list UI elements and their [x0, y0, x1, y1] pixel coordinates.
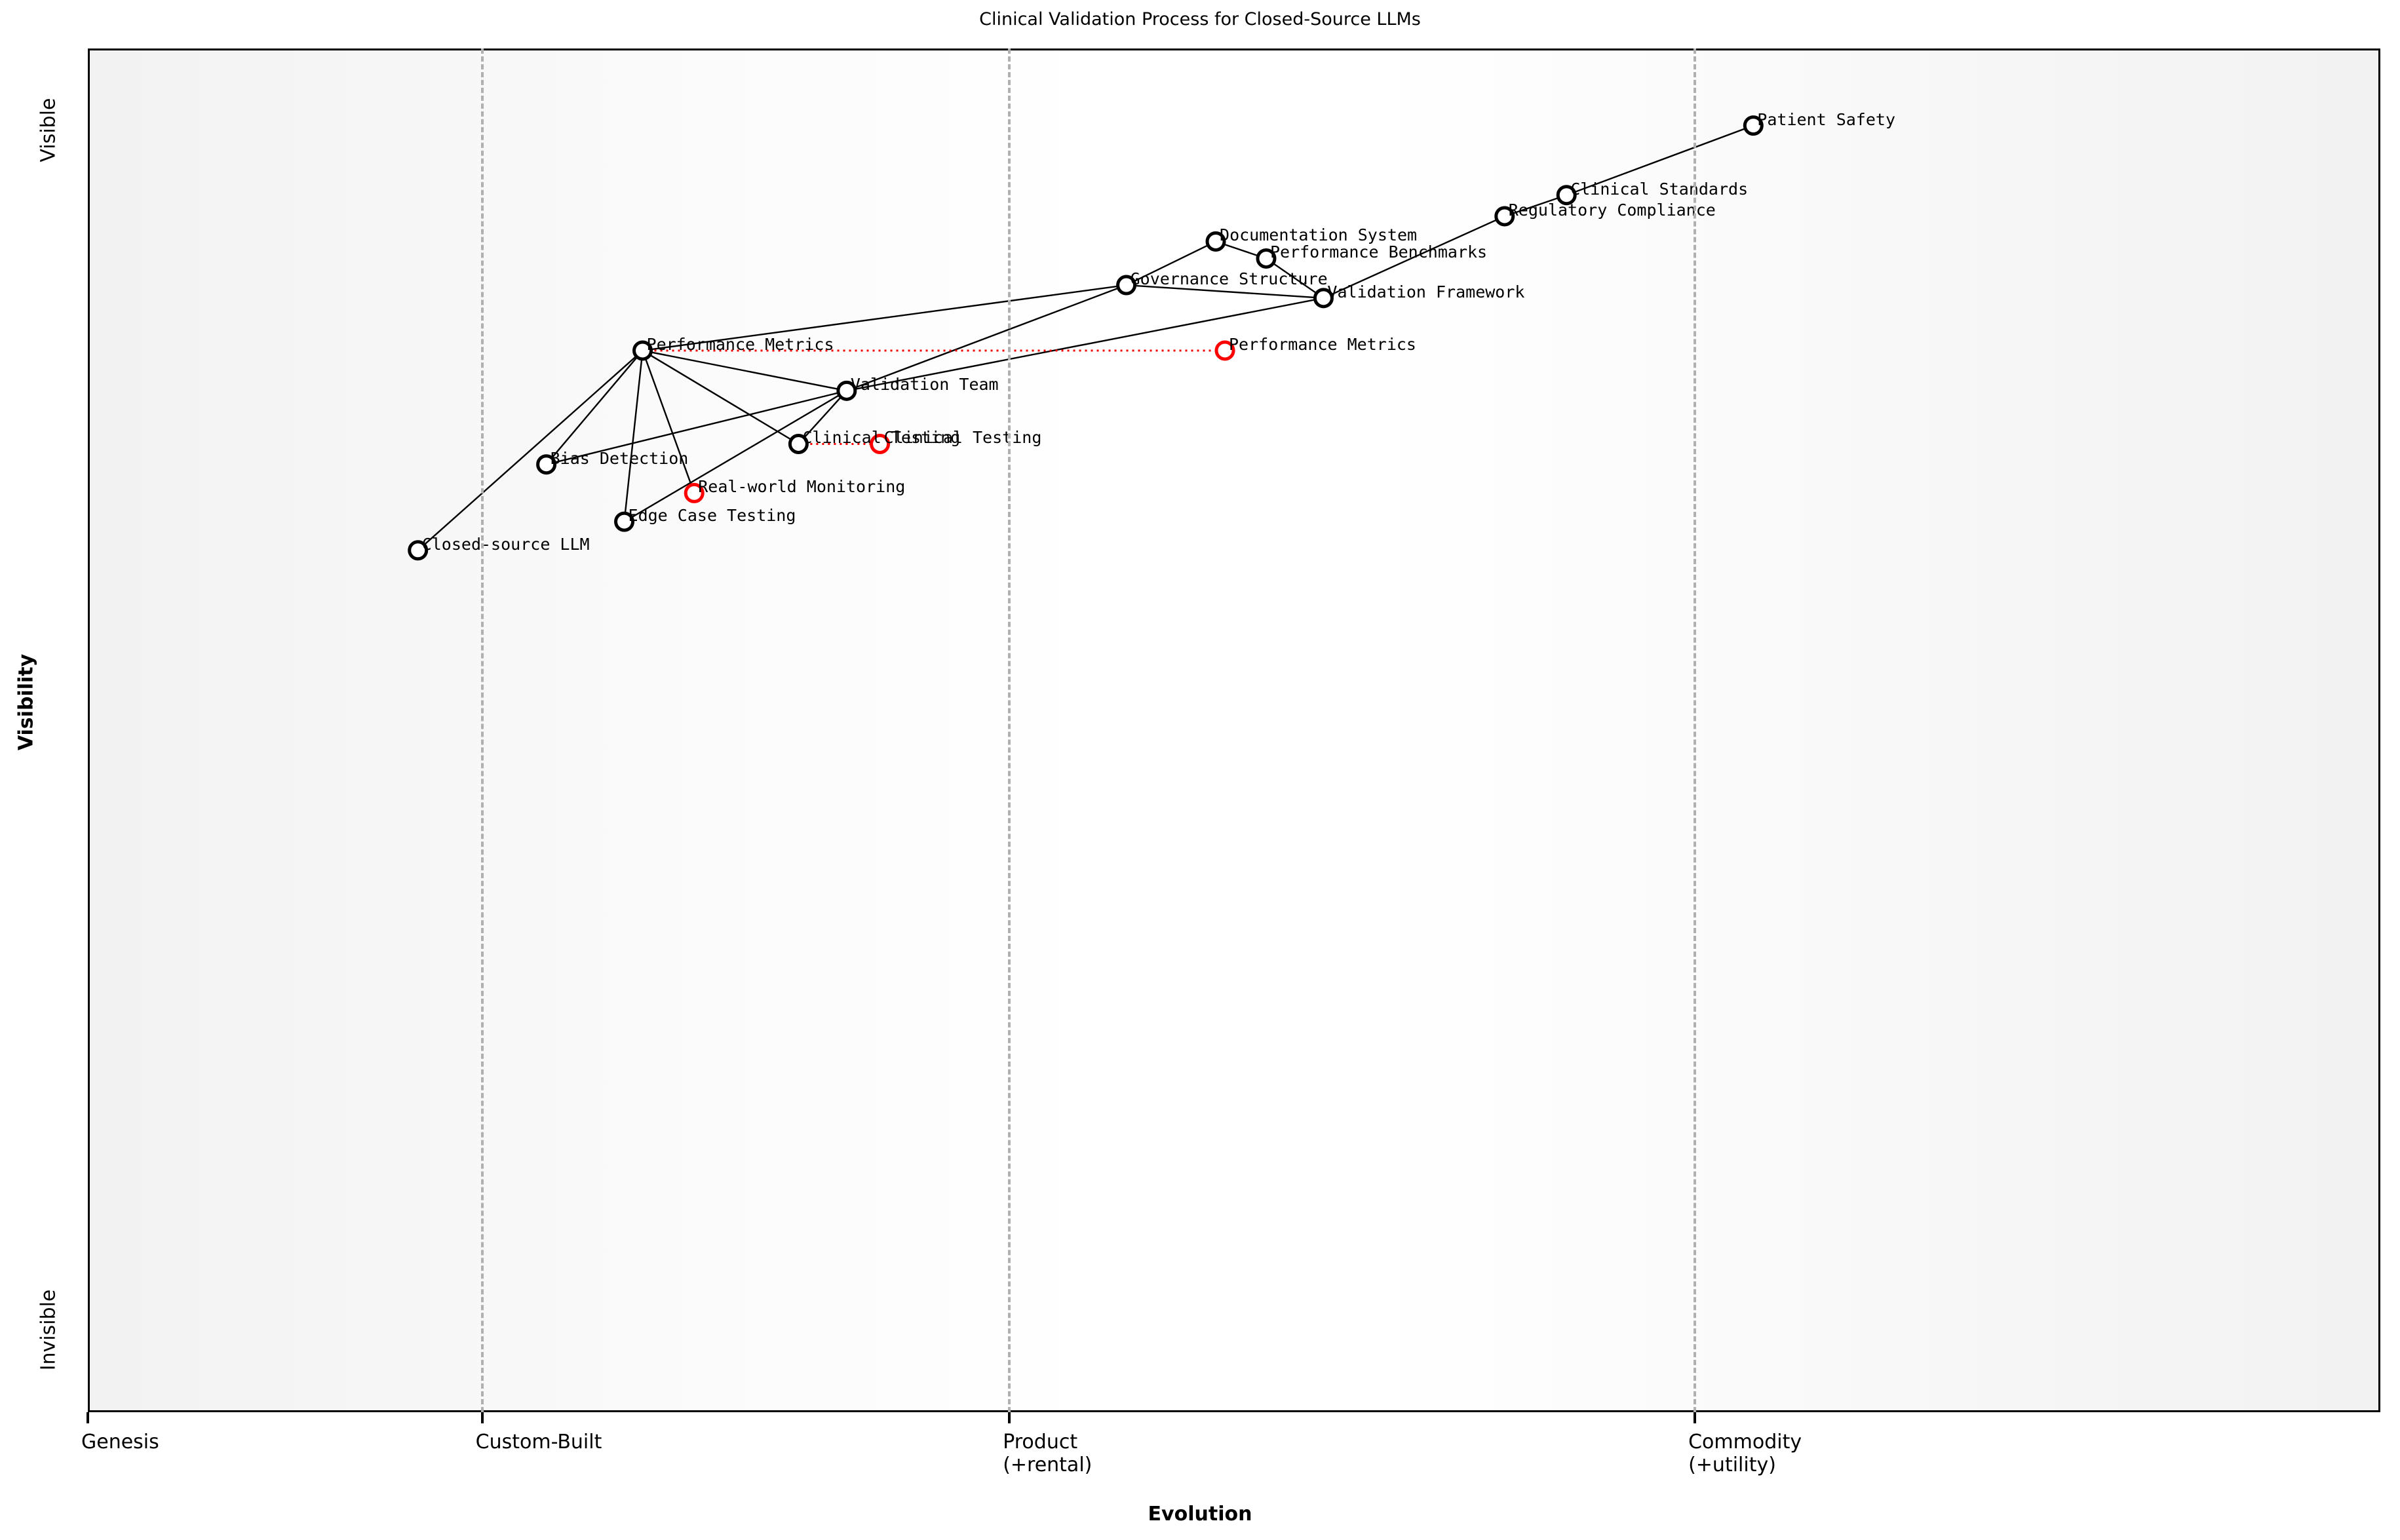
node-label[interactable]: Regulatory Compliance	[1508, 200, 1716, 220]
x-axis-tick-1	[480, 1412, 484, 1423]
dependency-link	[547, 391, 847, 464]
dependency-link	[1127, 285, 1324, 298]
node-label[interactable]: Clinical Testing	[883, 428, 1042, 448]
component-node-marker[interactable]	[1315, 290, 1332, 307]
dependency-link	[625, 391, 847, 522]
node-label[interactable]: Clinical Standards	[1570, 179, 1749, 199]
dependency-link	[547, 351, 643, 465]
dependency-link	[1505, 195, 1566, 216]
page-title: Clinical Validation Process for Closed-S…	[979, 9, 1421, 29]
x-axis-tick-3	[1694, 1412, 1697, 1423]
node-label[interactable]: Governance Structure	[1130, 269, 1328, 289]
node-label[interactable]: Validation Team	[850, 375, 999, 395]
x-axis-label-0: Genesis	[81, 1431, 159, 1453]
dependency-link	[1566, 126, 1753, 195]
component-node-marker[interactable]	[410, 542, 427, 559]
node-label[interactable]: Validation Framework	[1327, 282, 1525, 301]
node-label[interactable]: Performance Metrics	[646, 334, 834, 354]
x-axis-tick-2	[1008, 1412, 1011, 1423]
component-node-marker[interactable]	[1118, 277, 1135, 294]
component-node-marker[interactable]	[1496, 208, 1513, 225]
dependency-link	[625, 351, 643, 522]
x-axis-label-2: Product (+rental)	[1003, 1431, 1093, 1477]
component-node-marker[interactable]	[1207, 233, 1224, 250]
dependency-link	[1266, 258, 1323, 298]
y-axis-tick-label-0: Invisible	[37, 1289, 60, 1371]
evolution-gridline-2	[1008, 48, 1011, 1412]
x-axis-label-3: Commodity (+utility)	[1688, 1431, 1802, 1477]
dependency-link	[847, 285, 1127, 391]
component-node-marker[interactable]	[1258, 250, 1275, 267]
node-label[interactable]: Patient Safety	[1757, 109, 1896, 129]
x-axis-title: Evolution	[1148, 1503, 1252, 1526]
dependency-link	[798, 391, 846, 444]
dependency-link	[643, 351, 847, 391]
evolution-gridline-3	[1694, 48, 1697, 1412]
dependency-link	[643, 351, 799, 444]
evolved-node-marker[interactable]	[872, 435, 889, 452]
map-canvas	[88, 48, 2380, 1412]
dependency-link	[418, 351, 643, 550]
x-axis-tick-0	[87, 1412, 89, 1423]
node-label[interactable]: Documentation System	[1220, 225, 1418, 245]
evolved-node-marker[interactable]	[1216, 342, 1233, 359]
node-label[interactable]: Performance Metrics	[1229, 334, 1416, 354]
x-axis-label-1: Custom-Built	[475, 1431, 602, 1453]
node-label[interactable]: Bias Detection	[550, 448, 689, 468]
dependency-link	[847, 298, 1324, 391]
dependency-link	[1323, 216, 1504, 298]
component-node-marker[interactable]	[1558, 187, 1575, 204]
node-label[interactable]: Clinical Testing	[802, 428, 961, 448]
component-node-marker[interactable]	[616, 513, 633, 530]
y-axis-tick-label-1: Visible	[37, 98, 60, 163]
plot-area-background	[88, 48, 2380, 1412]
component-node-marker[interactable]	[634, 342, 651, 359]
node-label[interactable]: Real-world Monitoring	[698, 477, 906, 497]
evolved-node-marker[interactable]	[686, 484, 703, 501]
y-axis-title: Visibility	[14, 653, 38, 751]
component-node-marker[interactable]	[790, 435, 807, 452]
component-node-marker[interactable]	[838, 382, 855, 399]
dependency-link	[643, 285, 1127, 351]
evolution-gridline-1	[480, 48, 484, 1412]
component-node-marker[interactable]	[538, 456, 555, 473]
component-node-marker[interactable]	[1745, 117, 1762, 134]
node-label[interactable]: Performance Benchmarks	[1269, 242, 1488, 262]
node-label[interactable]: Closed-source LLM	[421, 534, 590, 554]
dependency-link	[643, 351, 695, 493]
dependency-link	[1127, 241, 1216, 285]
node-label[interactable]: Edge Case Testing	[628, 506, 796, 526]
